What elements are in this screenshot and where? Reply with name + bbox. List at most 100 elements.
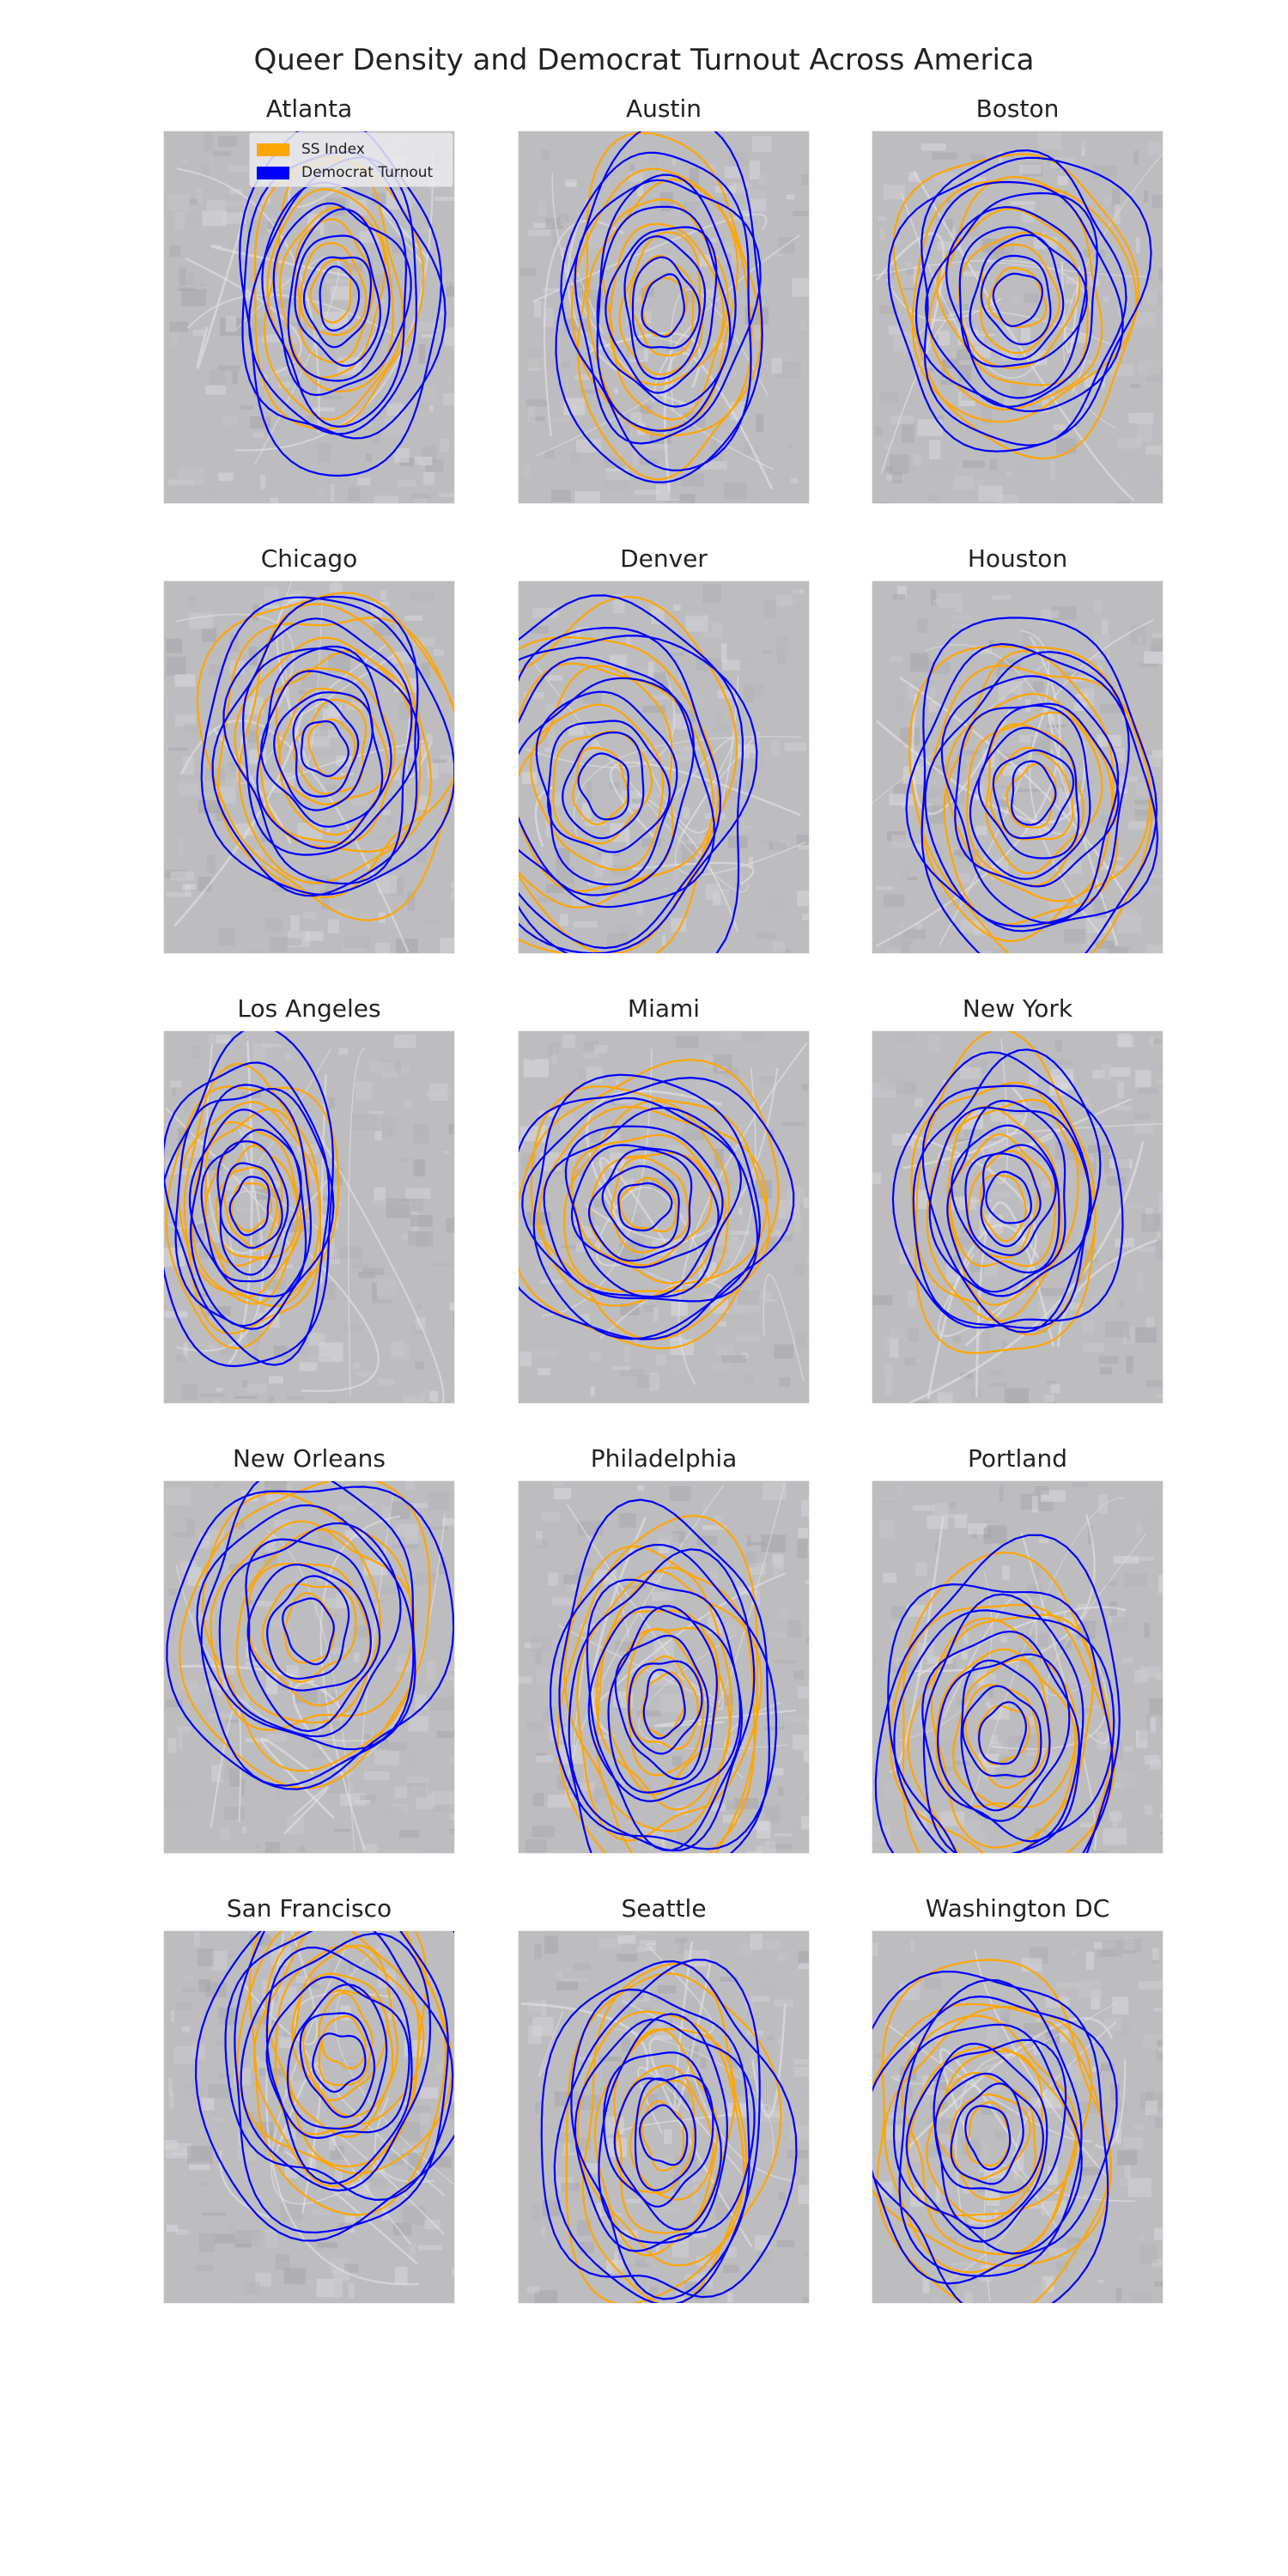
ss-index-contour-level-9 bbox=[556, 1515, 758, 1854]
democrat-turnout-contours bbox=[891, 1048, 1124, 1334]
panel-frame bbox=[872, 131, 1163, 504]
democrat-turnout-contour-level-3 bbox=[977, 726, 1080, 860]
ss-index-contour-level-7 bbox=[530, 1085, 771, 1340]
panel-frame bbox=[518, 1030, 810, 1404]
ss-index-contours bbox=[889, 1551, 1116, 1854]
democrat-turnout-contour-level-4 bbox=[605, 226, 718, 394]
panel-frame bbox=[518, 580, 810, 954]
ss-index-contour-level-7 bbox=[892, 153, 1140, 460]
democrat-turnout-contour-level-9 bbox=[195, 1930, 455, 2242]
legend-swatch bbox=[257, 143, 289, 156]
figure-title: Queer Density and Democrat Turnout Acros… bbox=[253, 43, 1035, 77]
democrat-turnout-contour-level-1 bbox=[319, 265, 361, 331]
contour-plot bbox=[518, 580, 810, 954]
democrat-turnout-contour-level-2 bbox=[292, 698, 360, 798]
democrat-turnout-contour-level-3 bbox=[587, 1148, 693, 1262]
ss-index-contour-level-6 bbox=[586, 179, 738, 432]
democrat-turnout-contour-level-2 bbox=[980, 1152, 1042, 1248]
ss-index-contour-level-3 bbox=[530, 703, 665, 872]
ss-index-contour-level-2 bbox=[292, 698, 368, 795]
democrat-turnout-contour-level-1 bbox=[312, 2032, 367, 2093]
democrat-turnout-contour-level-9 bbox=[872, 1971, 1109, 2304]
ss-index-contours bbox=[570, 131, 762, 481]
ss-index-contour-level-6 bbox=[901, 2014, 1078, 2256]
democrat-turnout-contour-level-9 bbox=[558, 1498, 770, 1854]
democrat-turnout-contour-level-5 bbox=[265, 1947, 413, 2184]
democrat-turnout-contour-level-9 bbox=[920, 617, 1158, 954]
panel-frame bbox=[163, 1030, 455, 1404]
ss-index-contour-level-8 bbox=[908, 645, 1153, 954]
contour-plot bbox=[518, 131, 810, 504]
ss-index-contours bbox=[872, 1959, 1112, 2304]
democrat-turnout-contour-level-4 bbox=[287, 208, 391, 382]
democrat-turnout-contour-level-6 bbox=[190, 1084, 313, 1327]
democrat-turnout-contour-level-6 bbox=[928, 1106, 1092, 1297]
ss-index-contour-level-6 bbox=[943, 650, 1119, 926]
legend-swatch bbox=[257, 166, 289, 179]
panel-frame bbox=[518, 1930, 810, 2304]
panel-new-york: New York bbox=[872, 994, 1163, 1404]
ss-index-contour-level-9 bbox=[236, 1930, 453, 2175]
democrat-turnout-contour-level-5 bbox=[946, 1099, 1066, 1293]
panel-washington-dc: Washington DC bbox=[872, 1894, 1163, 2304]
ss-index-contour-level-2 bbox=[629, 254, 695, 357]
ss-index-contour-level-7 bbox=[177, 1101, 322, 1308]
democrat-turnout-contour-level-5 bbox=[188, 1109, 307, 1297]
panel-title: New Orleans bbox=[232, 1444, 386, 1473]
democrat-turnout-contour-level-8 bbox=[920, 149, 1127, 447]
map-texture bbox=[518, 1030, 810, 1404]
democrat-turnout-contours bbox=[555, 131, 763, 483]
ss-index-contour-level-5 bbox=[926, 1098, 1079, 1322]
panel-title: Washington DC bbox=[925, 1894, 1110, 1923]
democrat-turnout-contour-level-4 bbox=[958, 226, 1088, 368]
democrat-turnout-contour-level-5 bbox=[518, 677, 696, 896]
panel-frame bbox=[872, 580, 1163, 954]
panel-title: San Francisco bbox=[226, 1894, 392, 1923]
democrat-turnout-contour-level-6 bbox=[922, 1593, 1084, 1854]
democrat-turnout-contour-level-4 bbox=[969, 704, 1091, 880]
ss-index-contour-level-7 bbox=[518, 595, 738, 954]
ss-index-contour-level-8 bbox=[518, 1059, 780, 1350]
ss-index-contour-level-1 bbox=[309, 258, 352, 324]
democrat-turnout-contours bbox=[874, 1534, 1121, 1854]
democrat-turnout-contour-level-6 bbox=[586, 1578, 743, 1851]
contour-plot bbox=[163, 1930, 455, 2304]
panel-title: New York bbox=[962, 994, 1073, 1023]
democrat-turnout-contours bbox=[550, 1498, 778, 1854]
panel-austin: Austin bbox=[518, 94, 810, 504]
democrat-turnout-contour-level-7 bbox=[924, 651, 1130, 927]
democrat-turnout-contour-level-4 bbox=[260, 670, 384, 828]
ss-index-contour-level-1 bbox=[641, 2099, 685, 2172]
democrat-turnout-contour-level-4 bbox=[603, 2051, 722, 2231]
contour-plot bbox=[872, 1030, 1163, 1404]
democrat-turnout-contour-level-3 bbox=[294, 234, 381, 368]
ss-index-contour-level-2 bbox=[950, 2093, 1031, 2181]
panel-denver: Denver bbox=[518, 544, 810, 954]
panel-title: Chicago bbox=[260, 544, 358, 573]
ss-index-contour-level-2 bbox=[222, 1166, 279, 1250]
panel-title: Denver bbox=[620, 544, 708, 573]
democrat-turnout-contour-level-7 bbox=[570, 1988, 750, 2300]
ss-index-contour-level-2 bbox=[989, 746, 1074, 841]
ss-index-contour-level-5 bbox=[600, 198, 729, 421]
democrat-turnout-contour-level-8 bbox=[905, 642, 1159, 933]
ss-index-contour-level-3 bbox=[626, 1627, 705, 1777]
map-texture bbox=[166, 1480, 455, 1854]
ss-index-contour-level-7 bbox=[570, 167, 753, 437]
democrat-turnout-contour-level-7 bbox=[914, 180, 1124, 412]
ss-index-contour-level-2 bbox=[964, 1684, 1040, 1789]
democrat-turnout-contour-level-3 bbox=[613, 2074, 714, 2208]
ss-index-contour-level-7 bbox=[179, 1480, 431, 1789]
democrat-turnout-contour-level-6 bbox=[242, 647, 420, 856]
democrat-turnout-contours bbox=[518, 594, 758, 954]
panel-title: Seattle bbox=[621, 1894, 707, 1923]
ss-index-contour-level-2 bbox=[300, 242, 368, 337]
democrat-turnout-contour-level-1 bbox=[282, 1597, 335, 1666]
democrat-turnout-contours bbox=[887, 149, 1152, 453]
democrat-turnout-contour-level-9 bbox=[200, 596, 455, 896]
ss-index-contour-level-1 bbox=[1005, 762, 1057, 829]
panel-title: Los Angeles bbox=[237, 994, 381, 1023]
ss-index-contour-level-4 bbox=[570, 1133, 726, 1285]
democrat-turnout-contour-level-9 bbox=[540, 1960, 798, 2299]
ss-index-contours bbox=[518, 1059, 780, 1350]
